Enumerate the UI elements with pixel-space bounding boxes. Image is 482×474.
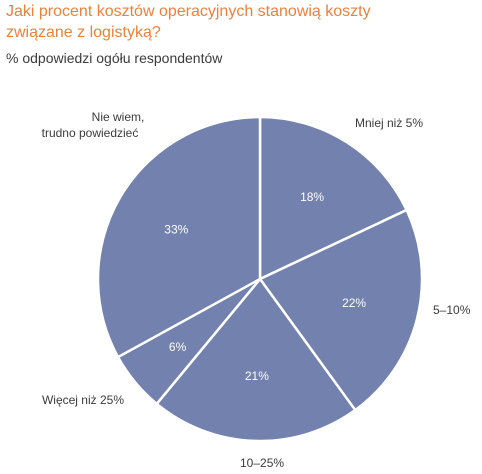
slice-label-nie-wiem-line-1: Nie wiem, (92, 110, 145, 124)
pie-slice-10-25 (155, 277, 357, 443)
slice-label-5-10: 5–10% (433, 303, 471, 317)
slice-label-10-25: 10–25% (240, 456, 284, 470)
value-label-nie-wiem: 33% (164, 223, 188, 237)
chart-subtitle: % odpowiedzi ogółu respondentów (6, 50, 223, 66)
value-label-wiecej-niz-25: 6% (169, 340, 187, 354)
slice-label-mniej-niz-5: Mniej niż 5% (355, 116, 423, 130)
pie-slice-mniej-niz-5 (258, 115, 408, 281)
chart-title-line-2: związane z logistyką? (6, 24, 161, 41)
value-label-10-25: 21% (245, 369, 269, 383)
slice-label-nie-wiem-line-2: trudno powiedzieć (42, 126, 139, 140)
chart-title: Jaki procent kosztów operacyjnych stanow… (6, 1, 476, 43)
value-label-mniej-niz-5: 18% (300, 190, 324, 204)
pie-slices (96, 115, 424, 443)
value-label-5-10: 22% (342, 296, 366, 310)
pie-slice-nie-wiem (96, 115, 262, 359)
pie-slice-5-10 (258, 208, 424, 412)
slice-label-wiecej-niz-25: Więcej niż 25% (42, 393, 124, 407)
chart-title-line-1: Jaki procent kosztów operacyjnych stanow… (6, 3, 371, 20)
pie-value-labels: 18% 22% 21% 6% 33% (164, 190, 366, 383)
